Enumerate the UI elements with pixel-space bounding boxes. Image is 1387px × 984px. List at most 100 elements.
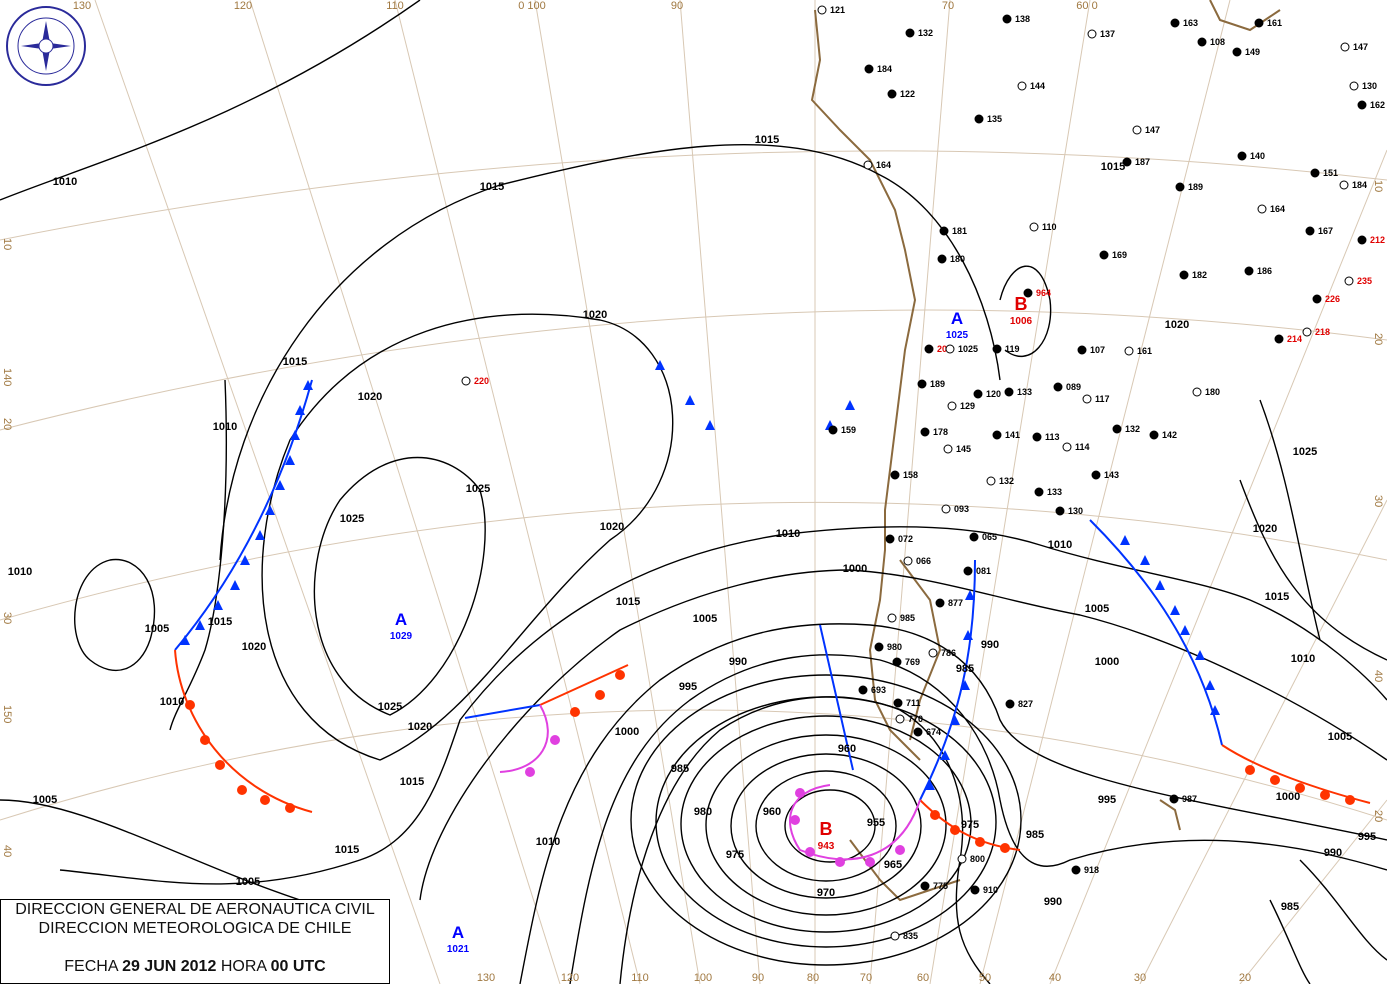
legend-line-2: DIRECCION METEOROLOGICA DE CHILE xyxy=(38,920,352,937)
low-pressure-center: B xyxy=(820,819,833,839)
station-cloud-cover-icon xyxy=(890,470,900,480)
grid-label-bottom: 60 xyxy=(917,972,929,984)
grid-label-left: 30 xyxy=(1,612,13,624)
isobar-label: 1015 xyxy=(1265,591,1289,603)
isobar-label: 1025 xyxy=(466,483,490,495)
station-cloud-cover-icon xyxy=(1062,442,1072,452)
station-pressure: 117 xyxy=(1095,394,1110,404)
station-pressure: 178 xyxy=(933,427,948,437)
grid-label-top: 60 0 xyxy=(1076,0,1097,12)
station-cloud-cover-icon xyxy=(1232,47,1242,57)
station-pressure: 161 xyxy=(1267,18,1282,28)
station-pressure: 1025 xyxy=(958,344,978,354)
center-pressure-value: 1006 xyxy=(1010,316,1033,327)
grid-label-top: 130 xyxy=(73,0,91,12)
station-pressure: 140 xyxy=(1250,151,1265,161)
station-cloud-cover-icon xyxy=(1357,235,1367,245)
station-cloud-cover-icon xyxy=(828,425,838,435)
cold-front-triangle xyxy=(295,405,305,415)
isobar-label: 1015 xyxy=(1101,161,1125,173)
station-pressure: 159 xyxy=(841,425,856,435)
chart-title-box: DIRECCION GENERAL DE AERONAUTICA CIVIL D… xyxy=(0,899,390,984)
chart-hour: 00 UTC xyxy=(270,958,326,975)
station-cloud-cover-icon xyxy=(1175,182,1185,192)
station-pressure: 235 xyxy=(1357,276,1372,286)
station-pressure: 158 xyxy=(903,470,918,480)
station-pressure: 133 xyxy=(1017,387,1032,397)
station-pressure: 182 xyxy=(1192,270,1207,280)
station-cloud-cover-icon xyxy=(874,642,884,652)
station-pressure: 120 xyxy=(986,389,1001,399)
isobar-label: 960 xyxy=(838,743,856,755)
occluded-front-symbol xyxy=(835,857,845,867)
station-cloud-cover-icon xyxy=(973,389,983,399)
cold-front-triangle xyxy=(1195,650,1205,660)
isobar-label: 1020 xyxy=(1253,523,1277,535)
station-pressure: 769 xyxy=(905,657,920,667)
isobar-label: 1000 xyxy=(1276,791,1300,803)
station-pressure: 910 xyxy=(983,885,998,895)
station-cloud-cover-icon xyxy=(917,379,927,389)
station-cloud-cover-icon xyxy=(986,476,996,486)
station-cloud-cover-icon xyxy=(1032,432,1042,442)
cold-front-triangle xyxy=(963,630,973,640)
station-pressure: 187 xyxy=(1135,157,1150,167)
station-pressure: 107 xyxy=(1090,345,1105,355)
station-cloud-cover-icon xyxy=(863,160,873,170)
station-pressure: 181 xyxy=(952,226,967,236)
warm-front-semicircle xyxy=(215,760,225,770)
station-pressure: 132 xyxy=(1125,424,1140,434)
center-pressure-value: 1025 xyxy=(946,330,969,341)
isobar-label: 1025 xyxy=(340,513,364,525)
station-cloud-cover-icon xyxy=(920,881,930,891)
grid-label-bottom: 30 xyxy=(1134,972,1146,984)
isobar-label: 975 xyxy=(961,819,979,831)
isobar-label: 995 xyxy=(679,681,697,693)
station-cloud-cover-icon xyxy=(885,534,895,544)
station-pressure: 065 xyxy=(982,532,997,542)
grid-label-right: 20 xyxy=(1372,810,1384,822)
station-cloud-cover-icon xyxy=(947,401,957,411)
station-pressure: 674 xyxy=(926,727,941,737)
station-pressure: 149 xyxy=(1245,47,1260,57)
station-cloud-cover-icon xyxy=(1254,18,1264,28)
grid-label-top: 120 xyxy=(234,0,252,12)
station-pressure: 137 xyxy=(1100,29,1115,39)
cold-front-triangle xyxy=(1210,705,1220,715)
cold-front-triangle xyxy=(950,715,960,725)
warm-front-semicircle xyxy=(570,707,580,717)
isobar-label: 1015 xyxy=(480,181,504,193)
station-cloud-cover-icon xyxy=(1312,294,1322,304)
station-pressure: 164 xyxy=(1270,204,1285,214)
station-pressure: 130 xyxy=(1362,81,1377,91)
station-cloud-cover-icon xyxy=(1302,327,1312,337)
cold-front-triangle xyxy=(230,580,240,590)
station-cloud-cover-icon xyxy=(920,427,930,437)
station-cloud-cover-icon xyxy=(1340,42,1350,52)
occluded-front-symbol xyxy=(865,857,875,867)
cold-front-triangle xyxy=(180,635,190,645)
station-pressure: 218 xyxy=(1315,327,1330,337)
station-pressure: 186 xyxy=(1257,266,1272,276)
isobar-label: 1010 xyxy=(776,528,800,540)
station-pressure: 072 xyxy=(898,534,913,544)
cold-front-triangle xyxy=(303,380,313,390)
warm-front-semicircle xyxy=(237,785,247,795)
station-pressure: 138 xyxy=(1015,14,1030,24)
grid-label-bottom: 90 xyxy=(752,972,764,984)
legend-line-1: DIRECCION GENERAL DE AERONAUTICA CIVIL xyxy=(15,901,375,918)
isobar-label: 1020 xyxy=(358,391,382,403)
station-pressure: 987 xyxy=(1182,794,1197,804)
station-pressure: 089 xyxy=(1066,382,1081,392)
station-pressure: 169 xyxy=(1112,250,1127,260)
station-pressure: 130 xyxy=(1068,506,1083,516)
station-cloud-cover-icon xyxy=(969,532,979,542)
warm-front-semicircle xyxy=(930,810,940,820)
station-cloud-cover-icon xyxy=(1179,270,1189,280)
isobar-label: 1015 xyxy=(616,596,640,608)
station-pressure: 144 xyxy=(1030,81,1045,91)
grid-label-bottom: 50 xyxy=(979,972,991,984)
